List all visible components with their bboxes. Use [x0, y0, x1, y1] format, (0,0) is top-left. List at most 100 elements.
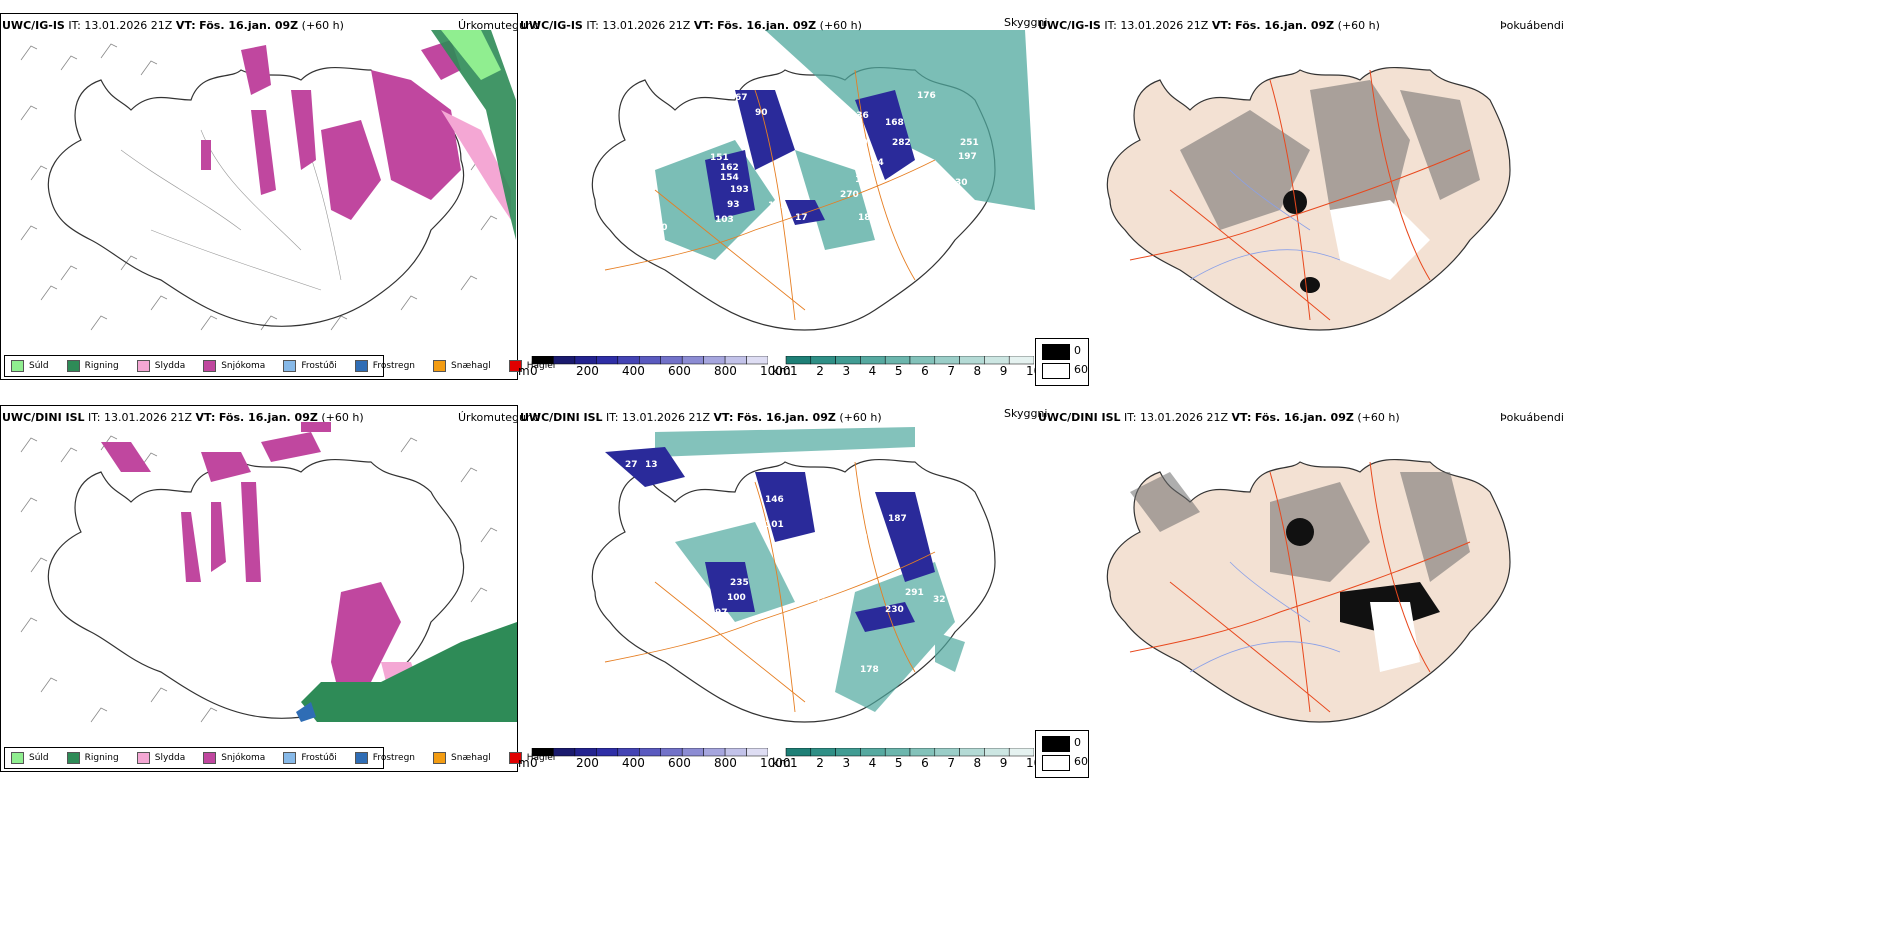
it-label: IT: — [68, 19, 81, 32]
cloud-title-top: Skyggni — [1004, 16, 1048, 29]
colorbar-tick-label: 0 — [530, 364, 538, 378]
colorbar-tick-label: 400 — [622, 364, 645, 378]
label: 101 — [765, 520, 784, 530]
label: 30 — [955, 178, 968, 188]
colorbar-segment — [660, 748, 683, 757]
colorbar-segment — [639, 356, 661, 365]
visibility-bar-swatches — [785, 748, 1034, 757]
colorbar-tick-label: 200 — [576, 364, 599, 378]
colorbar-segment — [596, 356, 619, 365]
label: 90 — [655, 223, 668, 233]
colorbar-segment — [959, 356, 985, 365]
fog-swatch-white — [1042, 755, 1070, 771]
visibility-colorbar-bottom: km 1 2 3 4 5 6 7 8 9 10 — [772, 748, 1041, 774]
swatch — [433, 752, 447, 764]
label: 154 — [720, 173, 739, 183]
legend-item-frostudi: Frostúði — [283, 360, 337, 372]
label: 144 — [865, 158, 884, 168]
label: 181 — [858, 213, 877, 223]
colorbar-tick-label: 200 — [576, 756, 599, 770]
colorbar-segment — [681, 748, 704, 757]
swatch — [66, 360, 80, 372]
swatch — [283, 360, 297, 372]
colorbar-segment — [660, 356, 683, 365]
colorbar-segment — [703, 748, 726, 757]
label: 162 — [720, 163, 739, 173]
swatch — [11, 360, 24, 372]
cloud-base-bar-swatches — [531, 748, 768, 757]
cloud-base-colorbar-bottom: m 0 200 400 600 800 1000 — [518, 748, 791, 774]
colorbar-tick-label: 3 — [842, 364, 851, 378]
colorbar-segment — [1008, 748, 1034, 757]
legend-item-frostregn: Frostregn — [354, 360, 415, 372]
colorbar-tick-label: 5 — [894, 756, 903, 770]
precip-map-top — [20, 30, 516, 331]
label: 97 — [715, 608, 728, 618]
label: 13 — [645, 460, 658, 470]
label: 235 — [730, 578, 749, 588]
colorbar-tick-label: 400 — [622, 756, 645, 770]
legend-item-sudl: Súld — [11, 360, 49, 372]
cloud-labels-top: 67 90 121 151 162 154 193 93 103 112 17 … — [655, 91, 979, 233]
colorbar-segment — [909, 748, 936, 757]
colorbar-tick-label: 1 — [790, 364, 798, 378]
colorbar-tick-label: 0 — [530, 756, 538, 770]
colorbar-tick-label: 6 — [921, 364, 929, 378]
label: 146 — [765, 495, 784, 505]
label: 102 — [815, 598, 834, 608]
label: 32 — [933, 595, 946, 605]
colorbar-segment — [553, 748, 576, 757]
vt-value: Fös. 16.jan. 09Z — [199, 19, 299, 32]
label: 178 — [860, 665, 879, 675]
precip-title-bottom: Úrkomutegund — [458, 411, 540, 424]
colorbar-segment — [746, 748, 768, 757]
colorbar-segment — [984, 748, 1010, 757]
label: 103 — [715, 215, 734, 225]
label: 187 — [888, 514, 907, 524]
colorbar-segment — [531, 748, 554, 757]
colorbar-segment — [617, 748, 640, 757]
label: 67 — [735, 93, 748, 103]
label: 151 — [710, 153, 729, 163]
colorbar-segment — [724, 748, 747, 757]
cloud-map-bottom: 27 13 146 101 187 18 235 100 97 102 291 … — [591, 427, 996, 723]
label: 282 — [892, 138, 911, 148]
label: 121 — [725, 118, 744, 128]
label: 168 — [885, 118, 904, 128]
colorbar-tick-label: 600 — [668, 364, 691, 378]
fog-legend-top: 0 60 — [1035, 338, 1089, 386]
colorbar-tick-label: 4 — [868, 756, 877, 770]
colorbar-segment — [860, 356, 886, 365]
label: 230 — [885, 605, 904, 615]
colorbar-segment — [724, 356, 747, 365]
colorbar-tick-label: 9 — [999, 364, 1008, 378]
bar-unit: km — [772, 364, 791, 378]
swatch — [203, 752, 217, 764]
visibility-bar-swatches — [785, 356, 1034, 365]
swatch — [136, 752, 150, 764]
colorbar-segment — [617, 356, 640, 365]
legend-item-rigning: Rigning — [66, 360, 119, 372]
colorbar-tick-label: 2 — [816, 756, 824, 770]
colorbar-segment — [574, 748, 597, 757]
colorbar-tick-label: 800 — [714, 756, 737, 770]
colorbar-segment — [785, 356, 812, 365]
colorbar-tick-label: 5 — [894, 364, 903, 378]
label: 176 — [917, 91, 936, 101]
bar-unit: m — [518, 364, 530, 378]
cloud-map-top: 67 90 121 151 162 154 193 93 103 112 17 … — [591, 30, 1035, 331]
label: 27 — [625, 460, 638, 470]
colorbar-segment — [934, 356, 960, 365]
label: 90 — [755, 108, 768, 118]
label: 17 — [795, 213, 808, 223]
colorbar-tick-label: 800 — [714, 364, 737, 378]
colorbar-segment — [835, 748, 861, 757]
colorbar-tick-label: 9 — [999, 756, 1008, 770]
fog-title-bottom: Þokuábendi — [1500, 411, 1564, 424]
label: 193 — [730, 185, 749, 195]
colorbar-segment — [884, 748, 911, 757]
swatch — [508, 752, 522, 764]
colorbar-tick-label: 1000 — [760, 364, 791, 378]
label: 251 — [960, 138, 979, 148]
precip-panel-bottom — [0, 405, 518, 772]
